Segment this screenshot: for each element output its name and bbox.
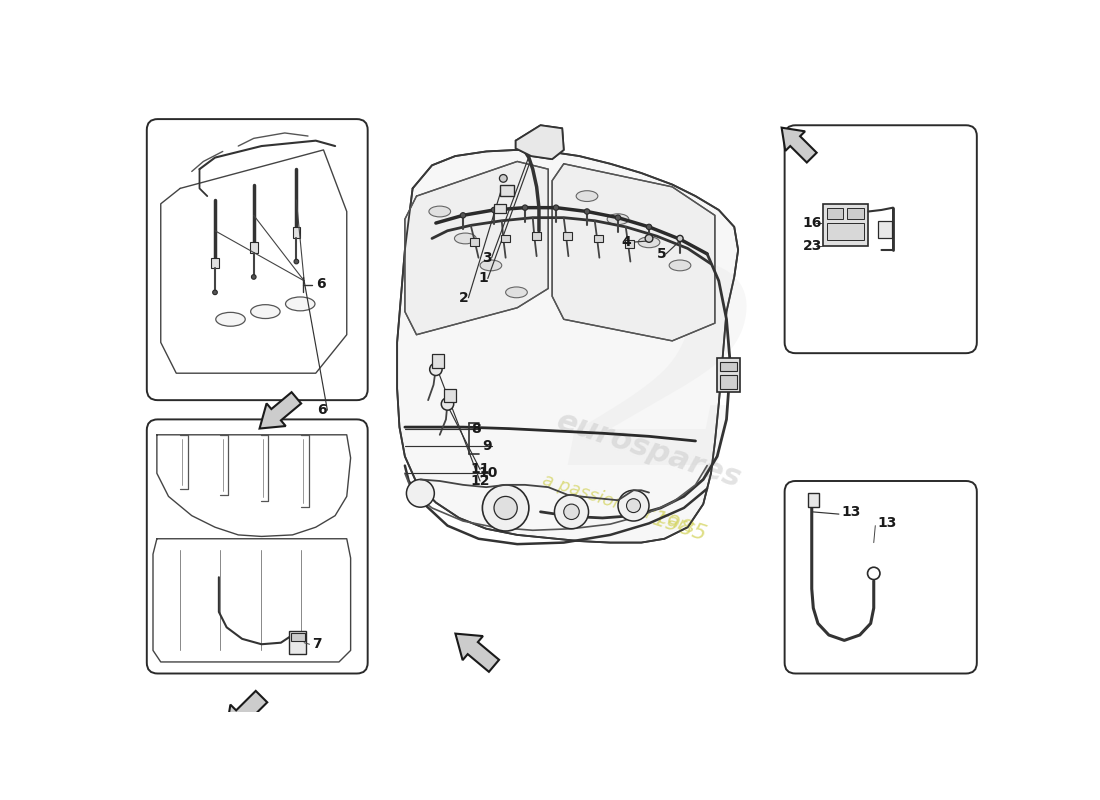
Circle shape bbox=[430, 363, 442, 375]
Circle shape bbox=[553, 205, 559, 210]
Circle shape bbox=[554, 495, 588, 529]
Text: 13: 13 bbox=[878, 516, 896, 530]
Bar bbox=[717, 358, 740, 393]
Circle shape bbox=[492, 207, 497, 213]
Bar bbox=[211, 258, 219, 269]
Bar bbox=[824, 204, 868, 246]
Text: eurospares: eurospares bbox=[553, 406, 745, 494]
Text: 5: 5 bbox=[657, 247, 667, 261]
Polygon shape bbox=[260, 392, 301, 429]
Bar bbox=[720, 374, 737, 389]
Polygon shape bbox=[455, 634, 499, 672]
Text: 6: 6 bbox=[316, 277, 326, 291]
Text: 6: 6 bbox=[317, 403, 327, 417]
Bar bbox=[827, 208, 843, 219]
Text: 2: 2 bbox=[568, 254, 761, 523]
Circle shape bbox=[460, 213, 465, 218]
FancyBboxPatch shape bbox=[784, 481, 977, 674]
Text: 16: 16 bbox=[803, 216, 822, 230]
Bar bbox=[494, 204, 506, 213]
Polygon shape bbox=[552, 164, 715, 341]
Ellipse shape bbox=[506, 287, 527, 298]
Circle shape bbox=[615, 215, 620, 220]
Circle shape bbox=[584, 209, 590, 214]
Circle shape bbox=[618, 490, 649, 521]
Ellipse shape bbox=[216, 312, 245, 326]
Text: 4: 4 bbox=[621, 235, 631, 250]
Bar bbox=[500, 185, 514, 196]
Bar bbox=[827, 223, 865, 240]
Polygon shape bbox=[397, 150, 738, 542]
Text: 8: 8 bbox=[471, 422, 481, 436]
Bar bbox=[289, 631, 307, 654]
Bar bbox=[292, 634, 305, 641]
Ellipse shape bbox=[251, 305, 280, 318]
Circle shape bbox=[627, 498, 640, 513]
Polygon shape bbox=[226, 691, 267, 732]
Bar bbox=[720, 362, 737, 371]
Bar bbox=[847, 208, 864, 219]
Circle shape bbox=[294, 259, 299, 264]
Text: 7: 7 bbox=[312, 638, 321, 651]
Ellipse shape bbox=[286, 297, 315, 311]
Text: 23: 23 bbox=[803, 239, 822, 253]
Bar bbox=[470, 238, 480, 246]
Ellipse shape bbox=[669, 260, 691, 270]
Polygon shape bbox=[516, 126, 563, 159]
Text: 12: 12 bbox=[471, 474, 491, 488]
Circle shape bbox=[522, 205, 528, 210]
Bar bbox=[878, 221, 892, 238]
Text: a passion for cars: a passion for cars bbox=[540, 471, 696, 538]
Circle shape bbox=[252, 274, 256, 279]
Text: 10: 10 bbox=[478, 466, 498, 480]
Circle shape bbox=[676, 235, 683, 242]
Bar bbox=[293, 227, 300, 238]
Bar bbox=[432, 354, 443, 368]
Circle shape bbox=[868, 567, 880, 579]
Ellipse shape bbox=[454, 233, 476, 244]
Text: 11: 11 bbox=[471, 462, 491, 477]
Circle shape bbox=[678, 237, 683, 242]
Circle shape bbox=[483, 485, 529, 531]
Circle shape bbox=[212, 290, 218, 294]
Bar bbox=[443, 389, 456, 402]
Circle shape bbox=[645, 234, 653, 242]
Text: 1985: 1985 bbox=[650, 509, 710, 546]
Circle shape bbox=[441, 398, 453, 410]
Circle shape bbox=[563, 504, 580, 519]
Text: 2: 2 bbox=[459, 290, 469, 305]
FancyBboxPatch shape bbox=[146, 119, 367, 400]
Bar bbox=[594, 234, 603, 242]
Ellipse shape bbox=[607, 214, 629, 225]
Ellipse shape bbox=[576, 190, 598, 202]
Text: 13: 13 bbox=[842, 505, 860, 519]
Bar bbox=[563, 232, 572, 240]
Circle shape bbox=[406, 479, 434, 507]
FancyBboxPatch shape bbox=[784, 126, 977, 353]
Bar bbox=[250, 242, 257, 253]
Ellipse shape bbox=[429, 206, 451, 217]
Circle shape bbox=[499, 174, 507, 182]
Ellipse shape bbox=[638, 237, 660, 248]
Bar bbox=[625, 240, 635, 248]
Bar bbox=[532, 232, 541, 240]
Bar bbox=[500, 234, 510, 242]
Text: 1: 1 bbox=[478, 271, 488, 286]
FancyBboxPatch shape bbox=[146, 419, 367, 674]
Polygon shape bbox=[405, 162, 548, 334]
Ellipse shape bbox=[480, 260, 502, 270]
Circle shape bbox=[494, 496, 517, 519]
Text: 3: 3 bbox=[483, 250, 492, 265]
Polygon shape bbox=[782, 128, 816, 162]
Bar bbox=[807, 494, 818, 507]
Circle shape bbox=[647, 224, 651, 230]
Text: 9: 9 bbox=[483, 439, 492, 454]
